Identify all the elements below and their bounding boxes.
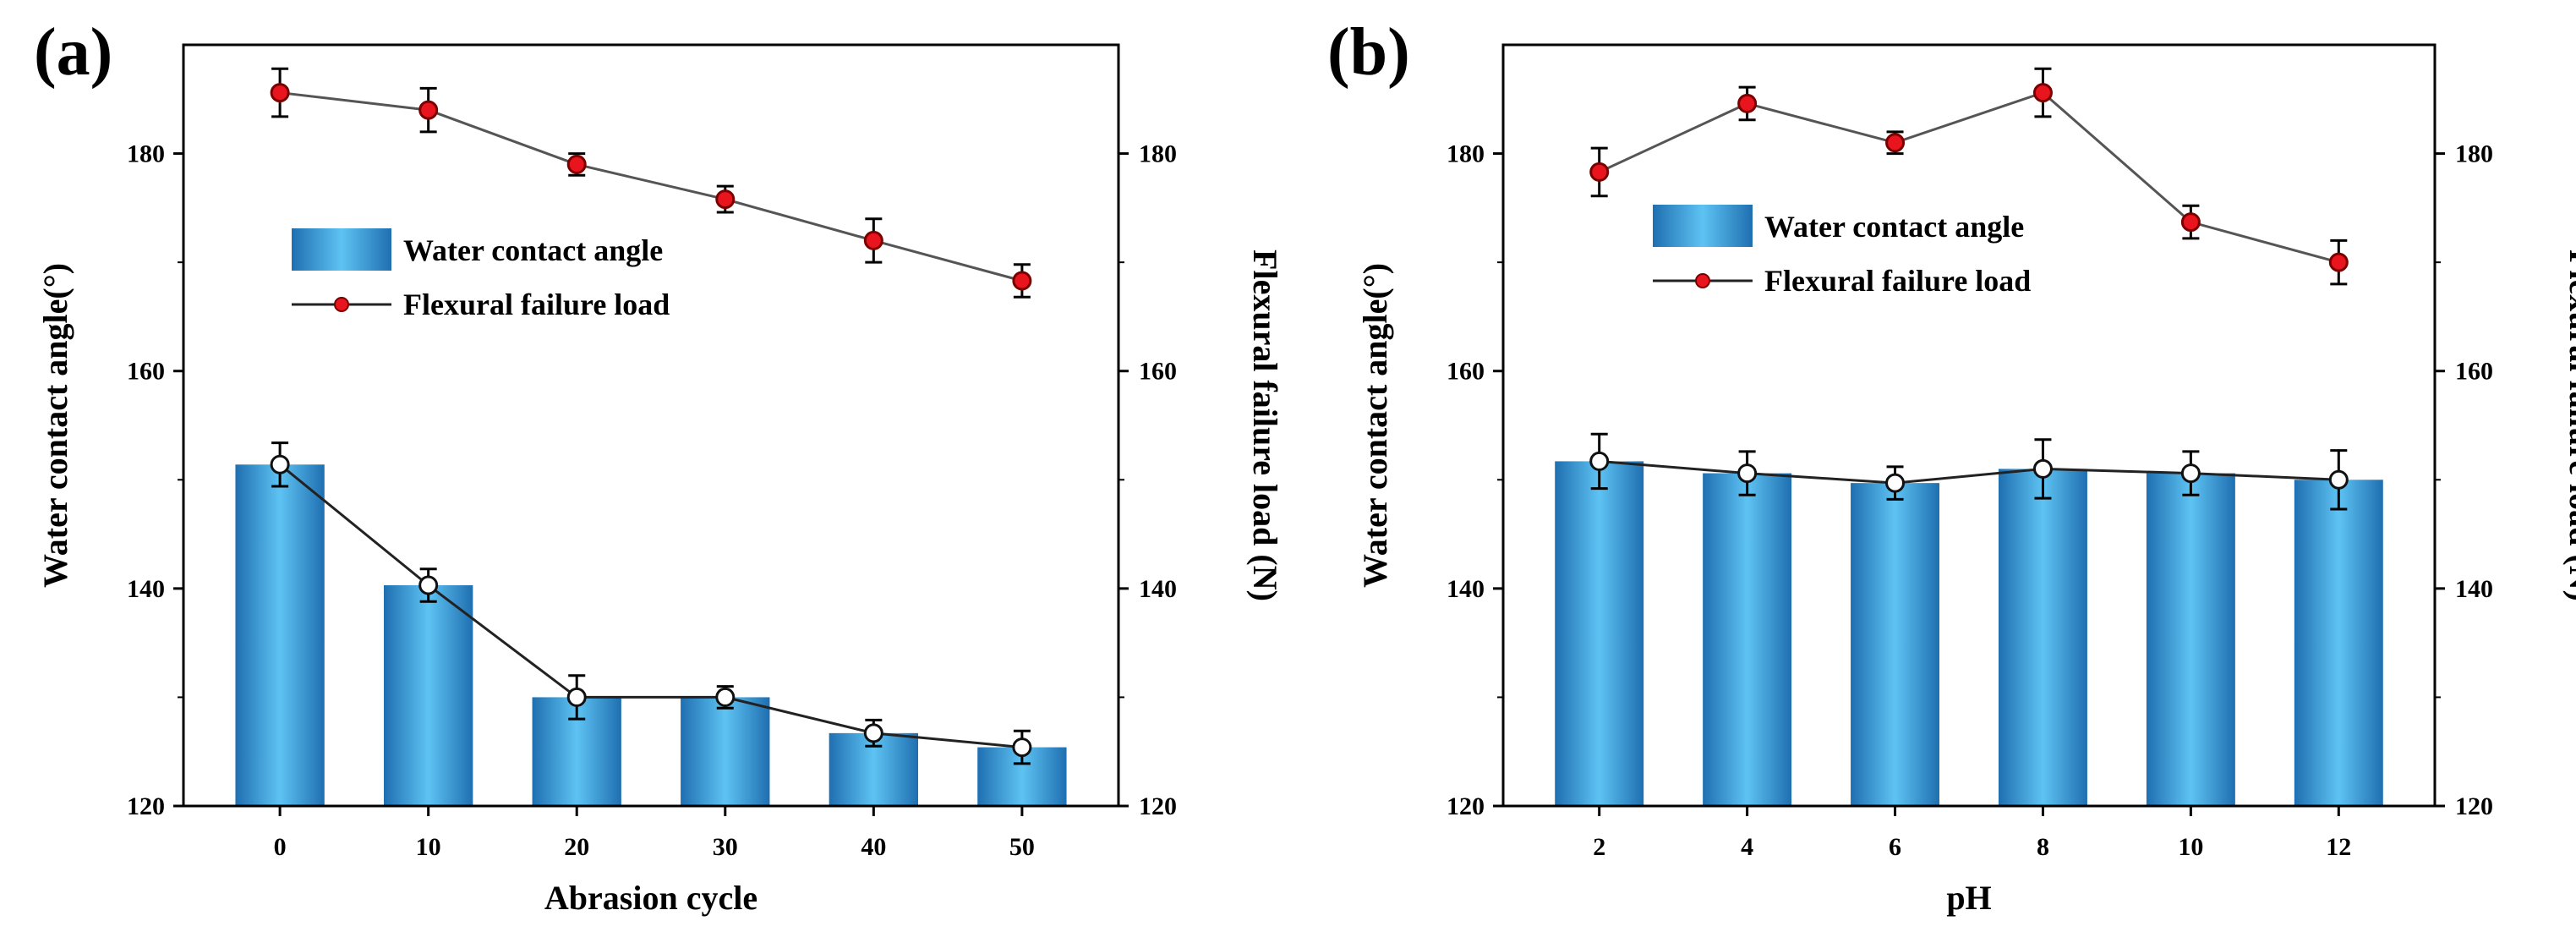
bar <box>1555 461 1644 806</box>
y-tick-label: 120 <box>1447 792 1485 820</box>
x-tick-label: 20 <box>564 833 589 861</box>
x-tick-label: 8 <box>2037 833 2049 861</box>
y-tick-label: 180 <box>1447 140 1485 168</box>
plot-frame <box>1501 43 2437 808</box>
x-tick-label: 10 <box>416 833 441 861</box>
legend-bar-swatch <box>1653 205 1753 247</box>
y-right-axis-label: Flexural failure load (N) <box>2562 249 2576 601</box>
contact-angle-point <box>1737 463 1758 484</box>
y-right-axis-label: Flexural failure load (N) <box>1246 249 1284 601</box>
plot-frame <box>182 43 1120 808</box>
y-right-tick-label: 120 <box>2455 792 2493 820</box>
x-tick-label: 50 <box>1009 833 1035 861</box>
y-axis-label: Water contact angle(°) <box>36 263 74 588</box>
x-tick-label: 2 <box>1593 833 1605 861</box>
y-right-tick-label: 140 <box>1139 575 1177 603</box>
y-tick-label: 120 <box>127 792 165 820</box>
x-tick-label: 30 <box>713 833 738 861</box>
y-tick-label: 160 <box>1447 358 1485 386</box>
flexural-load-point <box>1012 271 1032 291</box>
contact-angle-point <box>566 687 587 707</box>
y-axis-label: Water contact angle(°) <box>1356 263 1394 588</box>
bar <box>235 464 325 806</box>
bar <box>681 697 770 806</box>
y-right-tick-label: 160 <box>1139 358 1177 386</box>
flexural-load-point <box>1737 93 1758 113</box>
legend-marker <box>334 297 349 312</box>
contact-angle-point <box>863 723 883 743</box>
x-tick-label: 6 <box>1889 833 1901 861</box>
flexural-load-point <box>1589 162 1610 182</box>
x-tick-label: 10 <box>2178 833 2203 861</box>
panel-label: (b) <box>1327 15 1410 90</box>
bar <box>1851 483 1940 806</box>
bar <box>1703 473 1792 806</box>
contact-angle-point <box>2032 458 2053 479</box>
y-right-tick-label: 120 <box>1139 792 1177 820</box>
y-right-tick-label: 160 <box>2455 358 2493 386</box>
flexural-load-point <box>270 83 290 103</box>
bar <box>2146 473 2235 806</box>
contact-angle-point <box>715 687 736 707</box>
contact-angle-point <box>1012 737 1032 758</box>
panel-a: 120 140 160 180 120 140 160 180 0 10 20 30 40 50 Water… <box>34 15 1284 917</box>
bar <box>1998 469 2087 806</box>
flexural-load-point <box>1885 133 1906 153</box>
legend: Water contact angle Flexural failure load <box>1653 205 2031 298</box>
x-axis-label: Abrasion cycle <box>544 879 757 917</box>
panel-label: (a) <box>34 15 112 90</box>
contact-angle-point <box>1885 473 1906 493</box>
flexural-load-line <box>1599 90 2339 264</box>
flexural-load-point <box>2180 212 2201 233</box>
contact-angle-point <box>2180 463 2201 484</box>
flexural-load-point <box>715 189 736 210</box>
legend-marker <box>1695 273 1710 288</box>
bar <box>384 585 473 806</box>
flexural-load-point <box>2032 83 2053 103</box>
flexural-load-point <box>418 100 439 120</box>
x-tick-label: 40 <box>861 833 886 861</box>
legend-label: Water contact angle <box>403 233 663 267</box>
y-tick-label: 180 <box>127 140 165 168</box>
flexural-load-point <box>566 154 587 174</box>
contact-angle-line <box>279 463 1023 749</box>
legend: Water contact angle Flexural failure load <box>292 228 670 321</box>
contact-angle-point <box>2328 469 2349 490</box>
contact-angle-point <box>418 575 439 595</box>
contact-angle-point <box>1589 451 1610 471</box>
y-tick-label: 160 <box>127 358 165 386</box>
x-tick-label: 12 <box>2326 833 2351 861</box>
flexural-load-point <box>863 230 883 250</box>
flexural-load-point <box>2328 252 2349 272</box>
panel-b: 120 140 160 180 120 140 160 180 2 4 6 8 10 12 Water co… <box>1327 15 2576 917</box>
bar <box>2294 480 2383 806</box>
x-tick-label: 0 <box>274 833 287 861</box>
y-right-tick-label: 140 <box>2455 575 2493 603</box>
y-right-tick-label: 180 <box>1139 140 1177 168</box>
x-axis-label: pH <box>1946 879 1991 917</box>
legend-label: Flexural failure load <box>1764 264 2031 298</box>
y-tick-label: 140 <box>127 575 165 603</box>
y-right-tick-label: 180 <box>2455 140 2493 168</box>
contact-angle-point <box>270 454 290 474</box>
contact-angle-line <box>1599 459 2339 485</box>
legend-bar-swatch <box>292 228 391 271</box>
y-tick-label: 140 <box>1447 575 1485 603</box>
legend-label: Water contact angle <box>1764 210 2024 244</box>
legend-label: Flexural failure load <box>403 288 670 321</box>
x-tick-label: 4 <box>1741 833 1753 861</box>
flexural-load-line <box>279 91 1023 282</box>
